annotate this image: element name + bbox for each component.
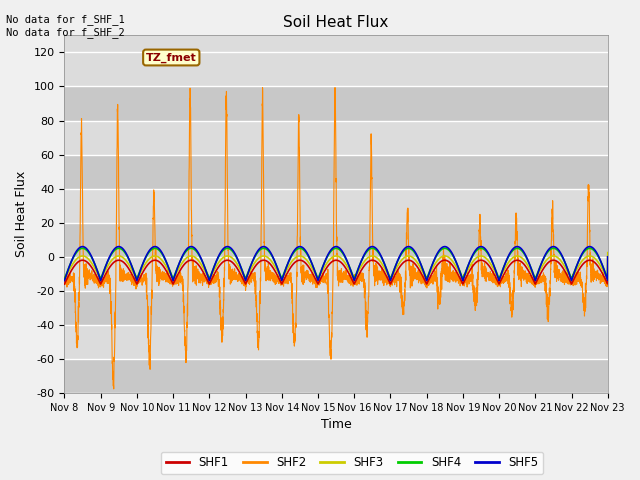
Bar bbox=[65, 86, 608, 120]
X-axis label: Time: Time bbox=[321, 419, 351, 432]
Bar bbox=[65, 155, 608, 189]
Bar bbox=[65, 359, 608, 393]
Title: Soil Heat Flux: Soil Heat Flux bbox=[284, 15, 388, 30]
Bar bbox=[65, 223, 608, 257]
Text: No data for f_SHF_1
No data for f_SHF_2: No data for f_SHF_1 No data for f_SHF_2 bbox=[6, 14, 125, 38]
Bar bbox=[65, 291, 608, 325]
Legend: SHF1, SHF2, SHF3, SHF4, SHF5: SHF1, SHF2, SHF3, SHF4, SHF5 bbox=[161, 452, 543, 474]
Text: TZ_fmet: TZ_fmet bbox=[146, 52, 196, 62]
Y-axis label: Soil Heat Flux: Soil Heat Flux bbox=[15, 171, 28, 257]
